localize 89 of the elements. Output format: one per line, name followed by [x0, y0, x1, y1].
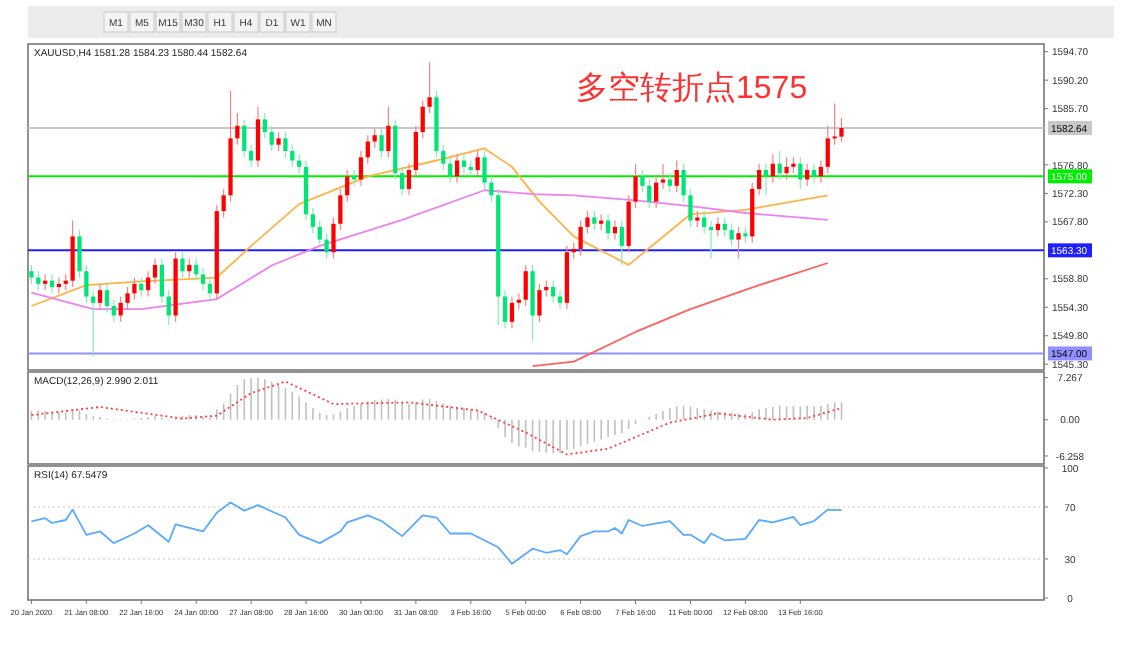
candlestick — [640, 169, 645, 193]
candlestick — [97, 283, 103, 310]
candlestick — [832, 102, 837, 146]
candlestick — [702, 210, 707, 234]
candlestick — [736, 226, 741, 260]
candlestick — [372, 128, 377, 149]
candlestick — [235, 112, 240, 146]
candlestick — [592, 210, 597, 231]
candlestick — [777, 150, 782, 181]
candlestick — [633, 163, 638, 209]
candlestick — [427, 61, 432, 114]
candlestick — [674, 159, 679, 193]
candlestick — [509, 295, 515, 329]
candlestick — [454, 153, 460, 184]
line-series — [30, 380, 843, 456]
candlestick — [276, 131, 281, 152]
candlestick — [502, 289, 508, 329]
candlestick — [317, 220, 322, 247]
candlestick — [200, 267, 206, 291]
candlestick — [358, 150, 364, 187]
candlestick — [400, 166, 405, 196]
candlestick — [798, 156, 803, 190]
candlestick — [84, 264, 89, 304]
candlestick — [180, 251, 185, 279]
candlestick — [125, 286, 130, 310]
candlestick — [351, 169, 357, 187]
candlestick — [523, 264, 528, 307]
candlestick — [207, 276, 213, 301]
candlestick — [756, 163, 762, 196]
candlestick — [420, 99, 425, 139]
candlestick — [660, 163, 666, 190]
candlestick — [654, 175, 659, 209]
candlestick — [324, 232, 329, 260]
candlestick — [681, 163, 686, 203]
candlestick — [290, 144, 295, 168]
candlestick — [688, 188, 693, 228]
candlestick — [393, 118, 398, 181]
candlestick — [104, 283, 110, 313]
candlestick — [441, 144, 446, 171]
candlestick — [729, 223, 734, 247]
line-series — [531, 262, 829, 367]
candlestick — [489, 175, 494, 203]
candlestick — [262, 112, 267, 139]
candlestick — [70, 220, 75, 288]
candlestick — [626, 194, 631, 253]
candlestick — [269, 125, 274, 152]
candlestick — [818, 159, 824, 184]
candlestick — [475, 150, 480, 177]
candlestick — [708, 220, 714, 260]
candlestick — [530, 264, 535, 342]
candlestick — [667, 172, 672, 193]
candlestick — [111, 299, 116, 323]
candlestick — [29, 264, 34, 285]
candlestick — [331, 216, 336, 260]
candlestick — [255, 106, 261, 168]
candlestick — [578, 220, 583, 256]
candlestick — [825, 125, 830, 174]
candlestick — [585, 210, 590, 234]
candlestick — [386, 106, 391, 158]
candlestick — [338, 188, 343, 231]
candlestick — [413, 125, 418, 177]
candlestick — [750, 182, 755, 244]
candlestick — [647, 178, 652, 209]
candlestick — [406, 163, 412, 196]
candlestick — [221, 188, 226, 219]
candlestick — [551, 280, 556, 304]
candlestick — [303, 159, 309, 222]
candlestick — [482, 150, 487, 190]
candlestick — [152, 257, 158, 285]
candlestick — [839, 117, 844, 143]
candlestick — [784, 156, 789, 181]
candlestick — [194, 257, 199, 282]
candlestick — [365, 134, 370, 165]
candlestick — [805, 163, 810, 187]
candlestick — [537, 283, 542, 323]
candlestick — [619, 220, 624, 266]
candlestick — [159, 257, 164, 304]
candlestick — [283, 131, 288, 158]
candlestick — [132, 276, 137, 301]
line-series — [30, 147, 829, 307]
line-series — [30, 501, 843, 565]
annotation: 多空转折点1575 — [576, 70, 808, 106]
candlestick — [345, 169, 350, 203]
candlestick — [242, 118, 247, 158]
candlestick — [56, 276, 62, 294]
candlestick — [310, 207, 316, 234]
candlestick — [248, 144, 254, 168]
candlestick — [77, 229, 82, 279]
candlestick — [379, 128, 384, 158]
